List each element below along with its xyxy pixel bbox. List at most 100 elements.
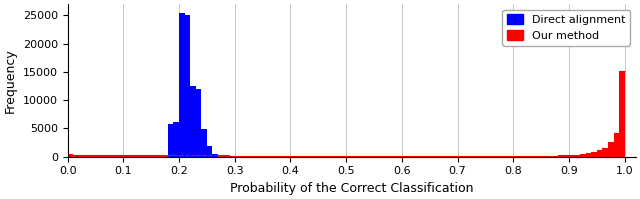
Bar [519, 156, 524, 157]
Bar [586, 153, 591, 157]
Bar [363, 156, 369, 157]
Bar [168, 155, 173, 157]
Bar [95, 155, 101, 157]
Bar [257, 156, 262, 157]
Bar [474, 156, 480, 157]
Bar [530, 156, 536, 157]
Bar [385, 156, 390, 157]
Bar [179, 13, 184, 157]
Legend: Direct alignment, Our method: Direct alignment, Our method [502, 10, 630, 46]
Bar [268, 156, 274, 157]
Bar [346, 156, 352, 157]
Bar [134, 155, 140, 157]
Bar [235, 155, 240, 157]
Bar [101, 155, 107, 157]
Bar [173, 155, 179, 157]
Bar [468, 156, 474, 157]
Bar [569, 155, 575, 157]
Bar [541, 156, 547, 157]
Y-axis label: Frequency: Frequency [4, 48, 17, 113]
Bar [229, 155, 235, 157]
Bar [118, 155, 124, 157]
Bar [380, 156, 385, 157]
Bar [207, 155, 212, 157]
Bar [497, 156, 502, 157]
Bar [396, 156, 402, 157]
Bar [547, 156, 552, 157]
Bar [458, 156, 463, 157]
Bar [408, 156, 413, 157]
Bar [173, 122, 179, 157]
Bar [424, 156, 429, 157]
Bar [619, 71, 625, 157]
Bar [508, 156, 513, 157]
Bar [318, 156, 324, 157]
Bar [429, 156, 435, 157]
Bar [168, 124, 173, 157]
Bar [536, 156, 541, 157]
Bar [129, 155, 134, 157]
Bar [307, 156, 313, 157]
Bar [485, 156, 491, 157]
Bar [447, 156, 452, 157]
Bar [419, 156, 424, 157]
Bar [252, 156, 257, 157]
Bar [262, 156, 268, 157]
Bar [157, 155, 163, 157]
Bar [201, 130, 207, 157]
Bar [279, 156, 285, 157]
Bar [608, 142, 614, 157]
Bar [124, 155, 129, 157]
Bar [212, 155, 218, 157]
Bar [163, 155, 168, 157]
Bar [614, 133, 619, 157]
Bar [435, 156, 441, 157]
Bar [196, 155, 201, 157]
Bar [240, 156, 246, 157]
Bar [246, 156, 252, 157]
Bar [190, 86, 196, 157]
Bar [413, 156, 419, 157]
Bar [513, 156, 519, 157]
Bar [602, 147, 608, 157]
Bar [390, 156, 396, 157]
Bar [274, 156, 279, 157]
Bar [79, 155, 84, 157]
Bar [575, 155, 580, 157]
Bar [558, 155, 563, 157]
Bar [207, 146, 212, 157]
Bar [313, 156, 318, 157]
Bar [441, 156, 447, 157]
Bar [463, 156, 468, 157]
Bar [145, 155, 151, 157]
Bar [335, 156, 340, 157]
Bar [184, 155, 190, 157]
Bar [324, 156, 330, 157]
Bar [84, 155, 90, 157]
Bar [218, 155, 223, 157]
Bar [90, 155, 95, 157]
Bar [552, 156, 558, 157]
Bar [179, 155, 184, 157]
Bar [151, 155, 157, 157]
Bar [597, 150, 602, 157]
Bar [340, 156, 346, 157]
Bar [524, 156, 530, 157]
Bar [563, 155, 569, 157]
Bar [452, 156, 458, 157]
Bar [374, 156, 380, 157]
Bar [369, 156, 374, 157]
Bar [502, 156, 508, 157]
Bar [357, 156, 363, 157]
Bar [184, 16, 190, 157]
Bar [291, 156, 296, 157]
X-axis label: Probability of the Correct Classification: Probability of the Correct Classificatio… [230, 182, 474, 195]
Bar [296, 156, 301, 157]
Bar [591, 152, 597, 157]
Bar [301, 156, 307, 157]
Bar [580, 154, 586, 157]
Bar [112, 155, 118, 157]
Bar [285, 156, 291, 157]
Bar [212, 154, 218, 157]
Bar [330, 156, 335, 157]
